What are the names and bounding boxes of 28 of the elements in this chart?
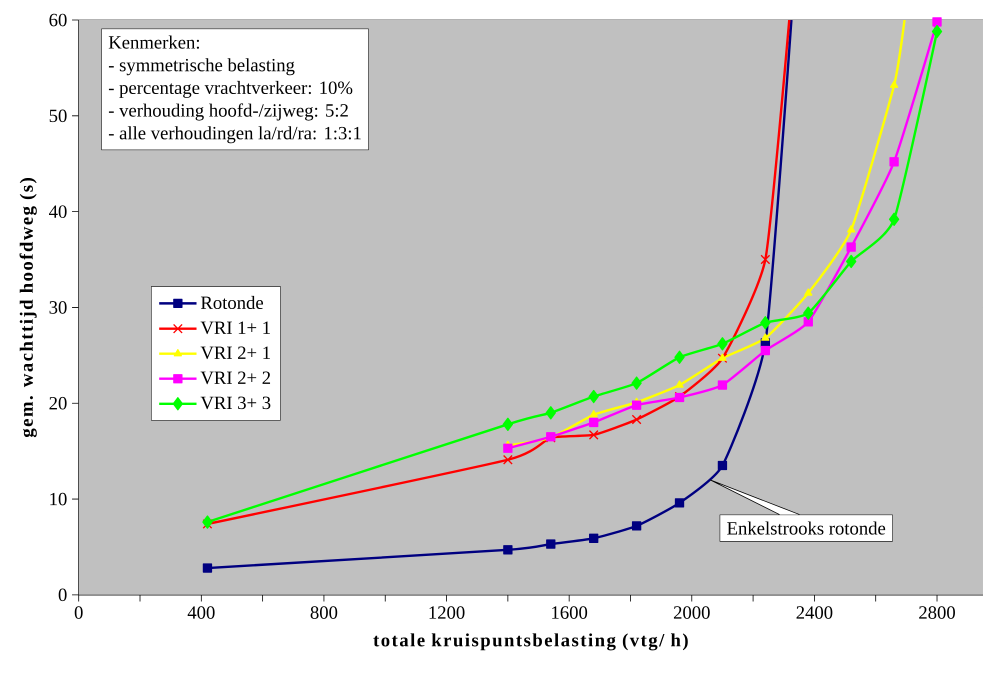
- annotation: - symmetrische belasting: [108, 58, 295, 76]
- annotation: Kenmerken:: [108, 36, 200, 50]
- x-tick-label: 400: [188, 606, 215, 620]
- legend-label: Rotonde: [200, 296, 264, 310]
- y-axis-title: gem. wachttijd hoofdweg (s): [20, 178, 37, 438]
- y-tick-label: 60: [49, 14, 67, 27]
- x-tick-label: 1600: [552, 606, 588, 620]
- annotation: Enkelstrooks rotonde: [727, 522, 886, 535]
- x-tick-label: 2000: [674, 606, 710, 620]
- x-axis-title: totale kruispuntsbelasting (vtg/ h): [373, 634, 688, 651]
- annotation: - alle verhoudingen la/rd/ra: 1:3:1: [108, 126, 361, 144]
- legend-label: VRI 3+ 3: [200, 396, 270, 410]
- y-tick-label: 20: [49, 397, 67, 410]
- y-tick-label: 10: [50, 492, 67, 506]
- legend-label: VRI 2+ 2: [200, 372, 270, 384]
- annotation: - verhouding hoofd-/zijweg: 5:2: [108, 104, 348, 121]
- x-tick-label: 2800: [919, 606, 955, 620]
- y-tick-label: 30: [50, 301, 67, 314]
- legend-label: VRI 1+ 1: [200, 322, 270, 334]
- legend-label: VRI 2+ 1: [200, 346, 270, 360]
- y-tick-label: 50: [50, 110, 67, 122]
- x-tick-label: 800: [310, 606, 338, 620]
- x-tick-label: 1200: [430, 606, 465, 620]
- annotation: - percentage vrachtverkeer: 10%: [108, 81, 352, 98]
- y-tick-label: 40: [49, 206, 67, 218]
- x-tick-label: 0: [74, 606, 83, 620]
- y-tick-label: 0: [58, 588, 67, 602]
- x-tick-label: 2400: [796, 606, 832, 620]
